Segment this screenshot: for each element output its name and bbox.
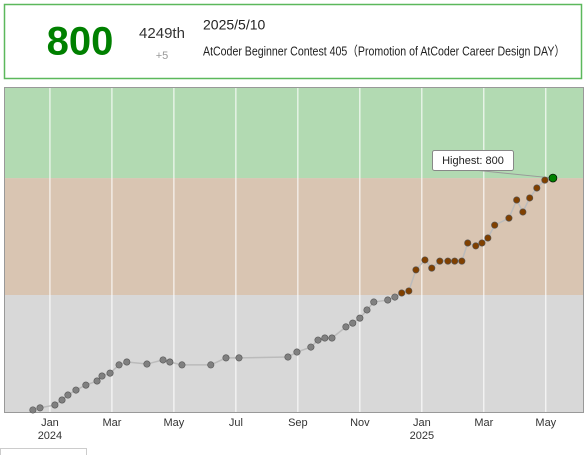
x-tick-label: May xyxy=(164,417,185,429)
rating-band xyxy=(5,178,583,296)
rating-point xyxy=(491,221,499,229)
rating-point xyxy=(72,386,80,394)
rating-point xyxy=(207,361,215,369)
header-box xyxy=(3,3,583,80)
rating-point xyxy=(484,234,492,242)
contest-date: 2025/5/10 xyxy=(203,17,265,33)
rating-point xyxy=(82,381,90,389)
rating-point xyxy=(314,336,322,344)
rating-point xyxy=(143,360,151,368)
rating-point xyxy=(342,323,350,331)
x-tick-label: Jan xyxy=(41,417,59,429)
rating-diff: +5 xyxy=(156,50,169,62)
rating-point xyxy=(533,184,541,192)
rating-point xyxy=(451,257,459,265)
rating-point xyxy=(29,406,37,414)
rating-point xyxy=(307,343,315,351)
x-tick-label: Nov xyxy=(350,417,370,429)
rating-point xyxy=(398,289,406,297)
rating-point xyxy=(284,353,292,361)
plot-border xyxy=(4,87,584,413)
annotation: Highest: 800 xyxy=(442,155,504,167)
rating-point xyxy=(328,334,336,342)
annotation-line xyxy=(473,169,553,179)
rating-point xyxy=(412,266,420,274)
rating-point xyxy=(178,361,186,369)
rating-point xyxy=(458,257,466,265)
rating-point xyxy=(436,257,444,265)
annotation-box xyxy=(432,150,514,171)
rating-point xyxy=(159,356,167,364)
x-tick-label: May xyxy=(535,417,556,429)
rating-point xyxy=(36,404,44,412)
rating-point xyxy=(405,287,413,295)
rating-point xyxy=(106,369,114,377)
rating-point xyxy=(519,208,527,216)
rating-point xyxy=(51,401,59,409)
x-tick-year: 2024 xyxy=(38,430,62,442)
rating-point xyxy=(123,358,131,366)
rating-point xyxy=(98,372,106,380)
rating-point xyxy=(513,196,521,204)
rating-point xyxy=(115,361,123,369)
plot-area xyxy=(5,88,583,412)
rating-point xyxy=(166,358,174,366)
footer-box xyxy=(0,448,87,459)
rating-point xyxy=(349,319,357,327)
rating-point xyxy=(235,354,243,362)
rating-point xyxy=(391,293,399,301)
rating-point xyxy=(58,396,66,404)
contest-name: AtCoder Beginner Contest 405（Promotion o… xyxy=(203,43,565,58)
x-tick-label: Mar xyxy=(102,417,121,429)
rating-point xyxy=(363,306,371,314)
rating-point xyxy=(464,239,472,247)
rating-point xyxy=(222,354,230,362)
rating-point xyxy=(321,334,329,342)
rating: 800 xyxy=(47,20,114,64)
rating-point xyxy=(428,264,436,272)
rating-point xyxy=(472,242,480,250)
rating-point xyxy=(64,391,72,399)
rating-point xyxy=(548,173,558,183)
x-tick-label: Mar xyxy=(474,417,493,429)
x-tick-year: 2025 xyxy=(410,430,434,442)
rating-point xyxy=(93,377,101,385)
rating-point xyxy=(444,257,452,265)
x-tick-label: Jan xyxy=(413,417,431,429)
rating-point xyxy=(370,298,378,306)
x-tick-label: Jul xyxy=(229,417,243,429)
rating-point xyxy=(293,348,301,356)
rating-point xyxy=(421,256,429,264)
rating-point xyxy=(505,214,513,222)
rating-point xyxy=(541,176,549,184)
rating-point xyxy=(356,314,364,322)
rating-point xyxy=(478,239,486,247)
rating-point xyxy=(384,296,392,304)
rank: 4249th xyxy=(139,25,185,42)
x-tick-label: Sep xyxy=(288,417,308,429)
rating-point xyxy=(526,194,534,202)
